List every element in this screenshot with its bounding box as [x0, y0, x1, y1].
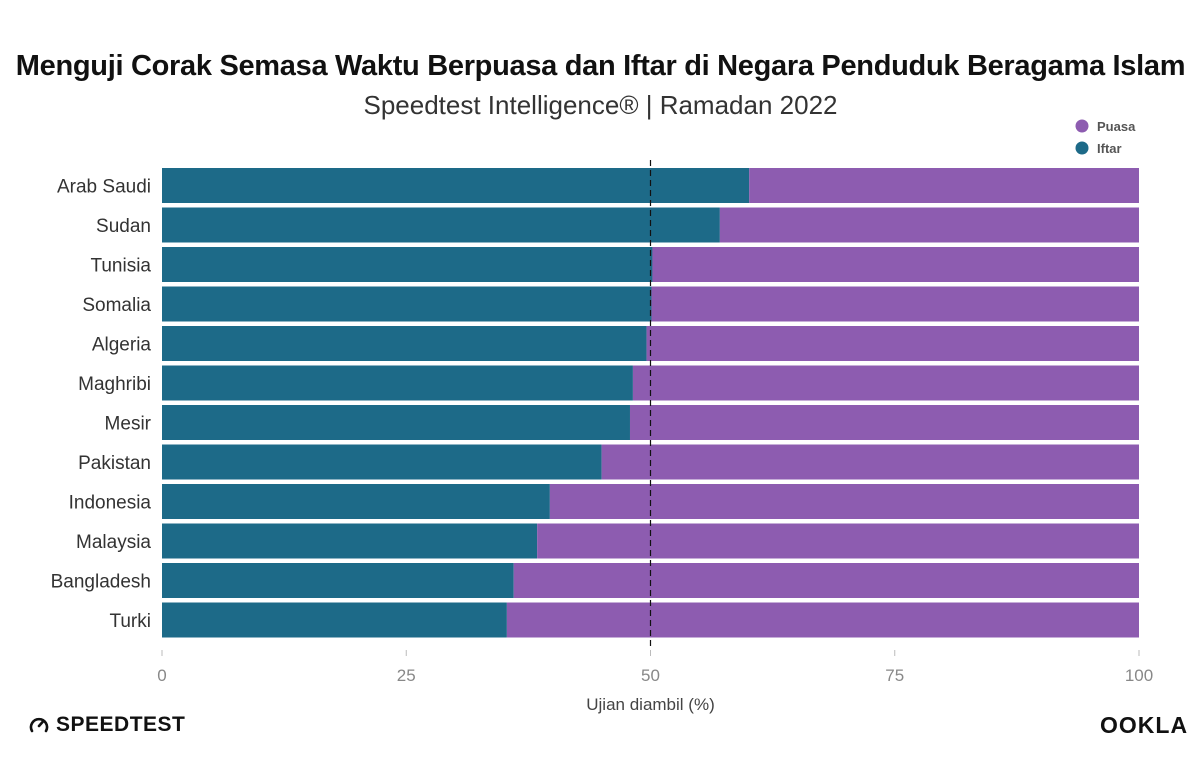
chart-subtitle: Speedtest Intelligence® | Ramadan 2022 [363, 90, 838, 120]
bar-iftar-tunisia [162, 247, 653, 282]
speedtest-gauge-icon [29, 717, 49, 733]
bar-puasa-pakistan [601, 444, 1139, 480]
legend-label-puasa: Puasa [1097, 119, 1136, 134]
bar-iftar-indonesia [162, 484, 550, 519]
category-label: Sudan [96, 216, 151, 237]
category-label: Bangladesh [51, 572, 151, 593]
category-label: Maghribi [78, 374, 151, 395]
x-tick-label: 50 [641, 666, 660, 685]
category-labels: Arab Saudi Sudan Tunisia Somalia Algeria Magh… [51, 177, 152, 633]
bar-puasa-indonesia [549, 484, 1139, 519]
bar-puasa-mesir [629, 405, 1139, 440]
x-tick-label: 100 [1125, 666, 1153, 685]
category-label: Mesir [105, 414, 152, 435]
x-axis: 0 25 50 75 100 Ujian diambil (%) [157, 650, 1153, 714]
category-label: Tunisia [90, 256, 151, 277]
category-label: Malaysia [76, 532, 151, 553]
category-label: Turki [109, 611, 151, 632]
bar-puasa-sudan [719, 207, 1139, 243]
bar-iftar-algeria [162, 326, 647, 361]
bar-iftar-malaysia [162, 523, 538, 559]
bar-puasa-algeria [646, 326, 1139, 361]
legend-swatch-puasa [1075, 119, 1089, 133]
bar-iftar-bangladesh [162, 563, 514, 598]
bar-iftar-sudan [162, 207, 720, 243]
category-label: Indonesia [69, 493, 152, 514]
bar-puasa-bangladesh [513, 563, 1139, 598]
bar-iftar-mesir [162, 405, 630, 440]
category-label: Pakistan [78, 453, 151, 474]
bar-iftar-somalia [162, 286, 652, 322]
category-label: Arab Saudi [57, 177, 151, 198]
x-tick-label: 75 [885, 666, 904, 685]
speedtest-logo: SPEEDTEST [28, 713, 185, 737]
x-tick-label: 25 [397, 666, 416, 685]
speedtest-wordmark: SPEEDTEST [56, 713, 186, 736]
x-tick-label: 0 [157, 666, 166, 685]
bar-puasa-maghribi [632, 365, 1139, 401]
bar-puasa-tunisia [652, 247, 1139, 282]
legend-label-iftar: Iftar [1097, 141, 1122, 156]
bar-puasa-turki [506, 602, 1140, 638]
legend-swatch-iftar [1075, 141, 1089, 155]
bar-puasa-somalia [651, 286, 1139, 322]
bars-group [162, 160, 1140, 648]
ookla-logo: OOKLA [1100, 712, 1189, 738]
bar-iftar-turki [162, 602, 507, 638]
category-label: Algeria [92, 335, 152, 356]
x-axis-label: Ujian diambil (%) [586, 695, 714, 714]
bar-iftar-pakistan [162, 444, 602, 480]
legend: Puasa Iftar [1075, 119, 1136, 156]
bar-puasa-malaysia [537, 523, 1139, 559]
bar-iftar-maghribi [162, 365, 633, 401]
bar-puasa-arab-saudi [749, 168, 1139, 203]
bar-iftar-arab-saudi [162, 168, 750, 203]
category-label: Somalia [82, 295, 151, 316]
chart-title: Menguji Corak Semasa Waktu Berpuasa dan … [15, 50, 1186, 82]
